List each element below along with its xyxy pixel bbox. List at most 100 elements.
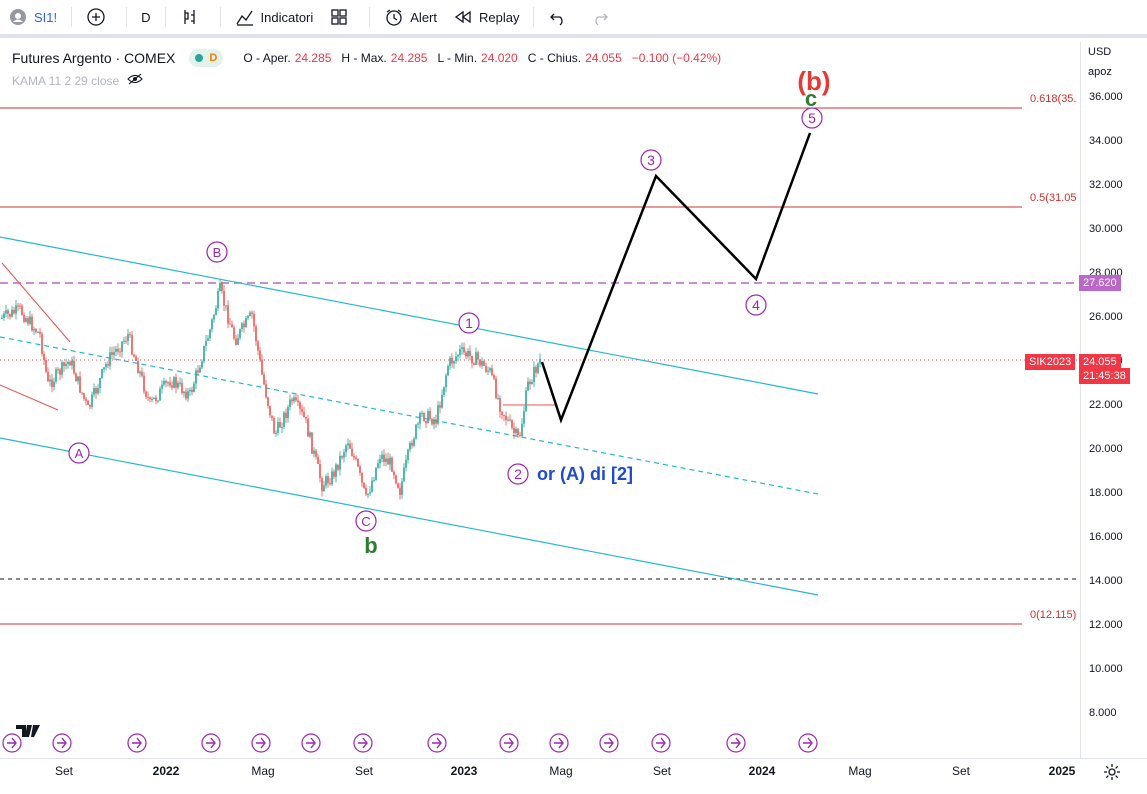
chart-pane[interactable]: 5 3 4 1 2 B A C (b) bbox=[0, 42, 1080, 758]
candle-body bbox=[367, 493, 369, 495]
event-marker-icon[interactable] bbox=[726, 733, 746, 753]
alert-button[interactable]: Alert bbox=[376, 0, 445, 34]
alt-count-text[interactable]: or (A) di [2] bbox=[537, 464, 633, 484]
settings-gear-icon[interactable] bbox=[1103, 763, 1121, 784]
candle-body bbox=[131, 335, 133, 355]
candle-body bbox=[371, 480, 373, 492]
projection-path[interactable] bbox=[540, 132, 812, 424]
event-marker-icon[interactable] bbox=[499, 733, 519, 753]
event-markers[interactable] bbox=[2, 733, 818, 753]
candle-body bbox=[289, 399, 291, 408]
candle-body bbox=[531, 381, 533, 385]
candle-body bbox=[35, 328, 37, 333]
event-marker-icon[interactable] bbox=[2, 733, 22, 753]
event-marker-icon[interactable] bbox=[427, 733, 447, 753]
wave-label-B[interactable]: B bbox=[206, 241, 228, 263]
channel-lower-line[interactable] bbox=[0, 437, 819, 596]
candle-body bbox=[201, 361, 203, 368]
candle-body bbox=[213, 314, 215, 320]
candle-body bbox=[509, 419, 511, 421]
candle-body bbox=[273, 418, 275, 434]
channel-mid-line[interactable] bbox=[0, 336, 819, 495]
candle-body bbox=[513, 427, 515, 434]
candle-body bbox=[267, 397, 269, 406]
trend-line-1[interactable] bbox=[1, 262, 71, 343]
candle-body bbox=[39, 331, 41, 334]
wave-label-b[interactable]: b bbox=[364, 533, 377, 558]
time-axis[interactable]: Set 2022 Mag Set 2023 Mag Set 2024 Mag Set 2025 bbox=[0, 758, 1147, 794]
event-marker-icon[interactable] bbox=[52, 733, 72, 753]
wave-label-2[interactable]: 2 bbox=[507, 463, 529, 485]
candle-body bbox=[397, 483, 399, 488]
candle-body bbox=[123, 340, 125, 342]
market-status-pill[interactable]: D bbox=[189, 49, 224, 67]
candle-body bbox=[489, 368, 491, 371]
chart-type-button[interactable] bbox=[172, 0, 214, 34]
wave-label-C[interactable]: C bbox=[355, 510, 377, 532]
candle-body bbox=[239, 329, 241, 339]
candle-body bbox=[285, 412, 287, 419]
trend-line-2[interactable] bbox=[0, 384, 59, 411]
candle-body bbox=[363, 482, 365, 488]
compare-button[interactable] bbox=[78, 0, 120, 34]
price-axis-label: 12.000 bbox=[1089, 619, 1123, 631]
event-marker-icon[interactable] bbox=[301, 733, 321, 753]
candle-body bbox=[455, 356, 457, 362]
candle-body bbox=[31, 316, 33, 331]
undo-button[interactable] bbox=[540, 0, 582, 34]
event-marker-icon[interactable] bbox=[549, 733, 569, 753]
chart-canvas: 5 3 4 1 2 B A C (b) bbox=[0, 66, 1080, 753]
candle-body bbox=[359, 466, 361, 473]
eye-hidden-icon[interactable] bbox=[127, 73, 143, 88]
event-marker-icon[interactable] bbox=[651, 733, 671, 753]
channel-upper-line[interactable] bbox=[0, 236, 819, 395]
wave-label-5[interactable]: 5 bbox=[801, 107, 823, 129]
event-marker-icon[interactable] bbox=[127, 733, 147, 753]
candle-body bbox=[175, 377, 177, 388]
indicators-button[interactable]: Indicatori bbox=[227, 0, 322, 34]
candle-body bbox=[351, 448, 353, 457]
interval-label: D bbox=[141, 9, 151, 25]
candle-body bbox=[181, 382, 183, 394]
indicator-legend[interactable]: KAMA 11 2 29 close bbox=[12, 73, 143, 88]
candle-body bbox=[293, 397, 295, 402]
candle-body bbox=[165, 380, 167, 383]
wave-label-A[interactable]: A bbox=[68, 442, 90, 464]
candle-body bbox=[393, 471, 395, 476]
candle-body bbox=[85, 398, 87, 401]
candle-body bbox=[161, 384, 163, 389]
price-axis-label: 36.000 bbox=[1089, 91, 1123, 103]
candle-body bbox=[205, 340, 207, 346]
symbol-search[interactable]: SI1! bbox=[0, 0, 65, 34]
tradingview-logo-icon[interactable] bbox=[16, 723, 46, 744]
candle-body bbox=[309, 432, 311, 437]
candle-body bbox=[83, 393, 85, 399]
redo-button[interactable] bbox=[582, 0, 624, 34]
candle-body bbox=[479, 359, 481, 366]
layouts-button[interactable] bbox=[321, 0, 363, 34]
candle-body bbox=[99, 378, 101, 389]
price-axis[interactable] bbox=[1080, 42, 1147, 758]
interval-button[interactable]: D bbox=[133, 0, 158, 34]
currency-selector[interactable]: USD bbox=[1088, 46, 1112, 58]
candle-body bbox=[407, 449, 409, 460]
wave-label-c[interactable]: c bbox=[805, 86, 817, 111]
replay-button[interactable]: Replay bbox=[445, 0, 527, 34]
event-marker-icon[interactable] bbox=[798, 733, 818, 753]
event-marker-icon[interactable] bbox=[353, 733, 373, 753]
candle-body bbox=[527, 381, 529, 391]
wave-label-1[interactable]: 1 bbox=[458, 312, 480, 334]
event-marker-icon[interactable] bbox=[201, 733, 221, 753]
wave-label-3[interactable]: 3 bbox=[640, 149, 662, 171]
scale-mode-selector[interactable]: apoz bbox=[1088, 66, 1112, 78]
wave-label-b-paren[interactable]: (b) bbox=[797, 66, 830, 96]
wave-label-4[interactable]: 4 bbox=[745, 294, 767, 316]
candle-body bbox=[469, 350, 471, 357]
event-marker-icon[interactable] bbox=[599, 733, 619, 753]
instrument-title[interactable]: Futures Argento · COMEX bbox=[12, 50, 176, 66]
candle-body bbox=[27, 318, 29, 324]
candle-body bbox=[81, 392, 83, 394]
event-marker-icon[interactable] bbox=[251, 733, 271, 753]
candle-body bbox=[515, 428, 517, 434]
candle-body bbox=[387, 458, 389, 465]
